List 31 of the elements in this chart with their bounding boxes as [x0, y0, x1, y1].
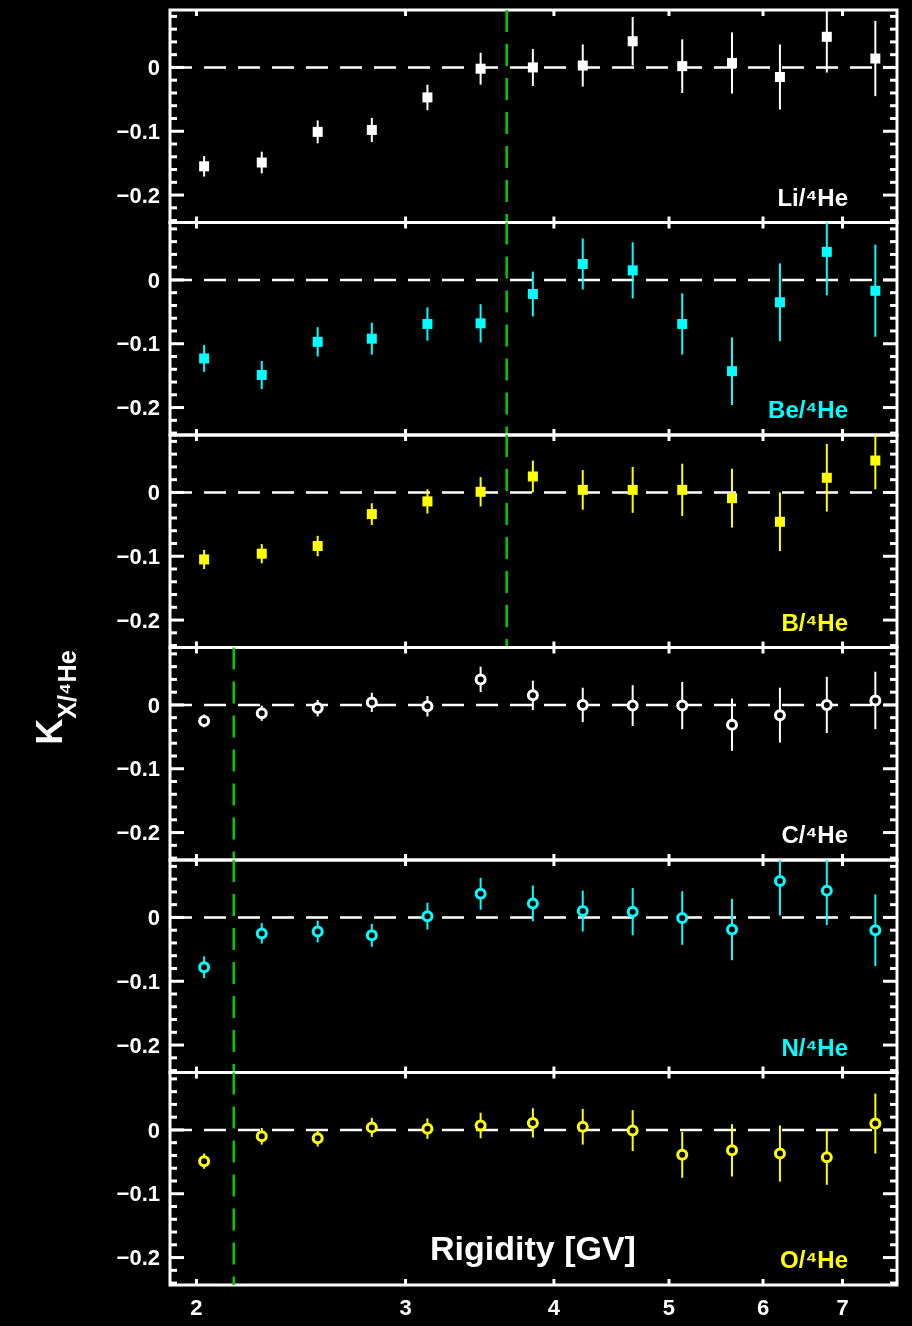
y-tick-label: −0.2	[116, 1032, 160, 1058]
x-axis-title: Rigidity [GV]	[430, 1229, 636, 1267]
y-tick-label: −0.2	[116, 182, 160, 208]
text: O/⁴He	[780, 1246, 848, 1273]
y-tick-label: −0.1	[116, 118, 160, 144]
x-tick-label: 2	[190, 1295, 203, 1320]
legend-label: C/⁴He	[781, 821, 848, 848]
y-tick-label: −0.1	[116, 756, 160, 782]
x-tick-label: 6	[756, 1295, 770, 1320]
x-tick-label: 4	[547, 1295, 561, 1320]
y-tick-label: −0.2	[116, 1245, 160, 1271]
y-tick-label: −0.2	[116, 607, 160, 633]
x-tick-label: 5	[662, 1295, 676, 1320]
y-tick-label: −0.1	[116, 1181, 160, 1207]
y-tick-label: 0	[147, 1117, 160, 1143]
y-tick-label: −0.1	[116, 331, 160, 357]
x-tick-label: 7	[836, 1295, 849, 1320]
x-tick-label: 3	[399, 1295, 412, 1320]
y-tick-label: 0	[147, 905, 160, 931]
y-tick-label: 0	[147, 692, 160, 718]
text: N/⁴He	[781, 1033, 848, 1061]
text: B/⁴He	[781, 608, 848, 636]
y-tick-label: 0	[147, 480, 160, 506]
legend-label: Li/⁴He	[777, 183, 848, 211]
series-label: Be/⁴He	[768, 396, 848, 423]
y-tick-label: −0.1	[116, 968, 160, 994]
y-tick-label: −0.2	[116, 395, 160, 421]
y-tick-label: 0	[147, 267, 160, 293]
y-tick-label: 0	[147, 55, 160, 81]
y-tick-label: −0.2	[116, 820, 160, 846]
y-tick-label: −0.1	[116, 543, 160, 569]
